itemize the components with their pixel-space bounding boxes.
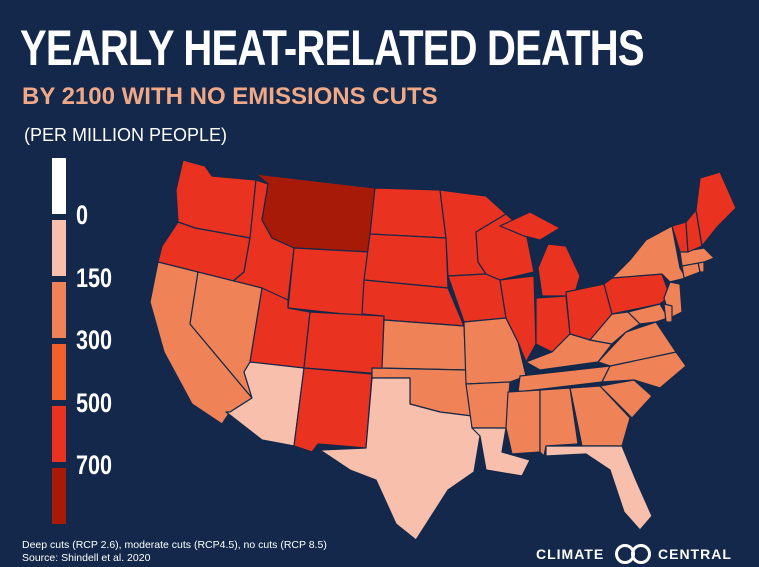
legend-swatch-white — [52, 158, 66, 214]
state-massachusetts — [679, 247, 715, 267]
climate-central-logo-icon — [615, 544, 651, 564]
state-maine — [695, 171, 737, 247]
footnote-scenarios: Deep cuts (RCP 2.6), moderate cuts (RCP4… — [22, 539, 327, 551]
brand-climate: CLIMATE — [536, 546, 605, 562]
state-texas — [319, 377, 481, 541]
state-south-dakota — [363, 233, 449, 289]
brand-central: CENTRAL — [658, 546, 732, 562]
legend-swatch-150-300 — [52, 282, 66, 338]
state-georgia — [569, 385, 631, 447]
state-kansas — [381, 319, 467, 371]
state-arkansas — [465, 381, 511, 429]
legend-swatch-500-700 — [52, 406, 66, 462]
state-new-mexico — [293, 367, 373, 453]
legend-units: (PER MILLION PEOPLE) — [24, 125, 228, 145]
legend-swatch-300-500 — [52, 344, 66, 400]
state-south-carolina — [599, 379, 653, 419]
legend-label-500: 500 — [76, 388, 113, 418]
state-virginia — [597, 321, 677, 367]
legend-label-700: 700 — [76, 450, 113, 480]
state-north-dakota — [369, 187, 447, 239]
map-subtitle: BY 2100 WITH NO EMISSIONS CUTS — [22, 83, 438, 110]
state-michigan-upper — [499, 211, 561, 241]
state-wyoming — [287, 247, 371, 317]
state-maryland — [627, 303, 669, 325]
legend-label-300: 300 — [76, 325, 113, 355]
state-delaware — [663, 303, 673, 323]
footnote-source: Source: Shindell et al. 2020 — [22, 552, 151, 564]
legend-label-150: 150 — [76, 263, 113, 293]
legend-swatch-0-150 — [52, 220, 66, 276]
map-title: YEARLY HEAT-RELATED DEATHS — [20, 20, 645, 76]
state-new-york — [611, 225, 687, 283]
legend-label-0: 0 — [76, 200, 89, 230]
legend-swatch-700-plus — [52, 468, 66, 524]
state-michigan — [537, 243, 581, 297]
state-florida — [545, 445, 653, 531]
state-louisiana — [471, 427, 531, 477]
state-colorado — [303, 311, 385, 375]
state-mississippi — [505, 389, 541, 455]
